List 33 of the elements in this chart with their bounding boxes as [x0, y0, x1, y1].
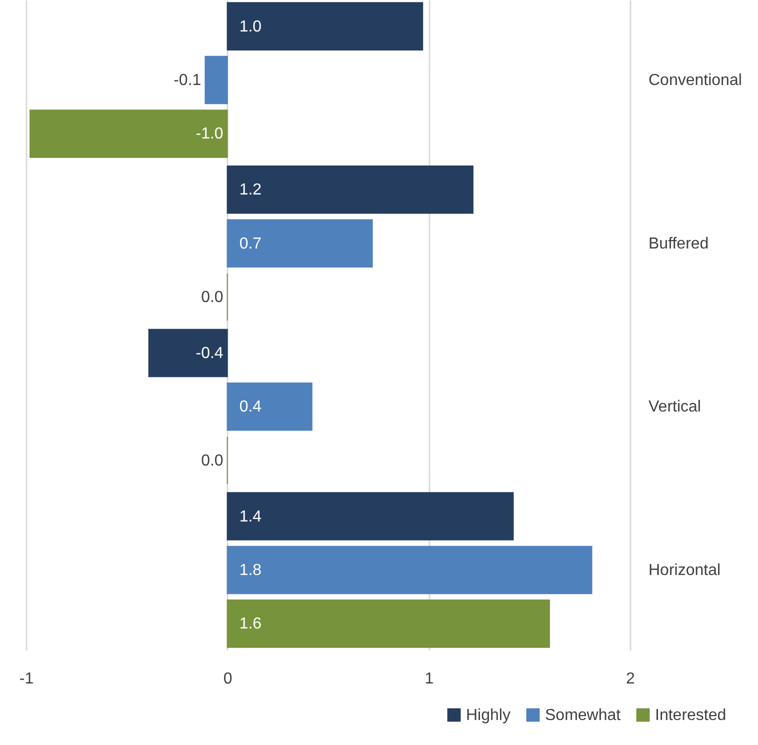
x-tick-label: 0	[223, 670, 232, 688]
data-label: 0.7	[239, 235, 262, 252]
y-tick-label: Conventional	[648, 72, 742, 90]
data-label: 1.6	[239, 616, 262, 633]
data-label: 1.4	[239, 508, 262, 526]
data-label: -1.0	[196, 126, 224, 143]
x-tick-label: -1	[19, 670, 34, 688]
data-label: 0.4	[239, 398, 262, 416]
legend-label: Interested	[655, 707, 726, 724]
data-label: -0.1	[174, 72, 202, 90]
data-label: 1.2	[239, 182, 262, 199]
bar	[204, 56, 228, 104]
bar	[226, 2, 424, 50]
x-tick-label: 1	[424, 670, 434, 688]
y-tick-label: Horizontal	[648, 562, 721, 579]
data-label: -0.4	[196, 344, 224, 362]
bar	[226, 600, 550, 648]
bar	[226, 382, 312, 431]
data-label: 0.0	[201, 452, 224, 470]
bar	[226, 492, 514, 540]
bar	[226, 166, 474, 214]
x-tick-label: 2	[626, 670, 636, 688]
legend-label: Highly	[466, 707, 510, 724]
bar	[30, 110, 228, 158]
data-label: 1.8	[239, 562, 262, 579]
y-tick-label: Buffered	[648, 235, 709, 252]
legend-label: Somewhat	[545, 707, 622, 724]
data-label: 0.0	[201, 289, 224, 306]
bar	[226, 546, 592, 594]
bar	[148, 328, 228, 378]
y-tick-label: Vertical	[648, 398, 701, 416]
data-label: 1.0	[239, 18, 262, 36]
bar	[226, 219, 373, 268]
